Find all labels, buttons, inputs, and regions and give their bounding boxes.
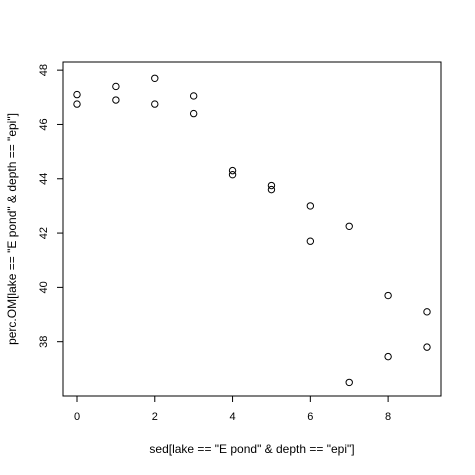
y-axis-label: perc.OM[lake == "E pond" & depth == "epi… — [5, 113, 19, 345]
y-tick-label: 44 — [38, 173, 50, 185]
data-point — [423, 343, 431, 351]
y-tick-label: 42 — [38, 227, 50, 239]
x-axis-label: sed[lake == "E pond" & depth == "epi"] — [149, 442, 354, 456]
data-point — [345, 378, 353, 387]
data-point — [189, 92, 198, 100]
x-tick-label: 0 — [74, 411, 80, 423]
data-point — [73, 100, 81, 108]
data-point — [151, 100, 159, 108]
data-point — [267, 185, 276, 194]
x-tick-label: 4 — [229, 411, 235, 423]
data-point — [384, 291, 392, 300]
x-tick-label: 6 — [307, 411, 313, 423]
data-point — [345, 222, 353, 230]
data-point — [267, 181, 276, 190]
y-tick-label: 40 — [38, 281, 50, 293]
y-tick-label: 46 — [38, 118, 50, 130]
data-point — [228, 166, 237, 175]
y-tick-label: 48 — [38, 64, 50, 76]
data-point — [306, 237, 315, 245]
data-points — [73, 74, 431, 387]
data-point — [73, 90, 81, 99]
y-axis: 38 40 42 44 46 48 — [38, 64, 63, 348]
data-point — [306, 202, 315, 210]
x-axis: 0 2 4 6 8 — [74, 396, 391, 423]
data-point — [112, 82, 120, 91]
data-point — [384, 352, 392, 361]
x-tick-label: 8 — [385, 411, 391, 423]
x-tick-label: 2 — [152, 411, 158, 423]
data-point — [228, 170, 237, 179]
data-point — [112, 96, 120, 104]
y-tick-label: 38 — [38, 336, 50, 348]
data-point — [151, 74, 159, 82]
data-point — [423, 308, 431, 316]
plot-frame — [62, 61, 442, 397]
data-point — [189, 109, 198, 118]
